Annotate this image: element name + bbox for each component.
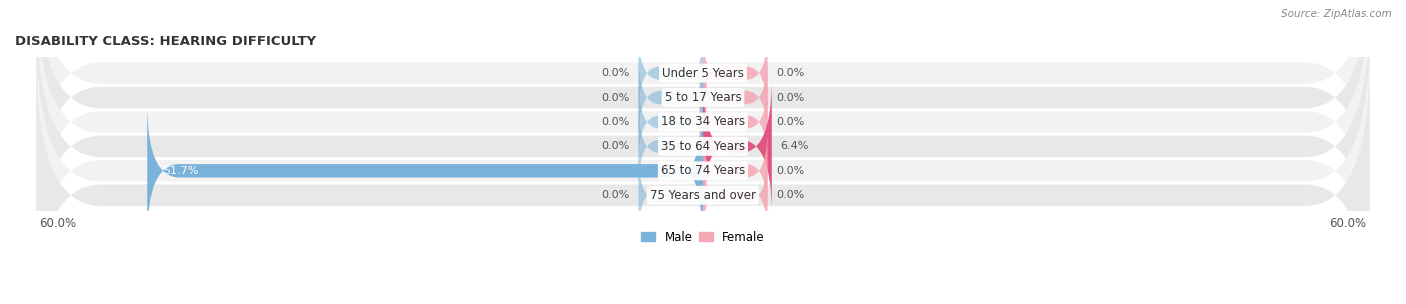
FancyBboxPatch shape xyxy=(638,55,703,140)
Text: 75 Years and over: 75 Years and over xyxy=(650,189,756,202)
FancyBboxPatch shape xyxy=(37,60,1369,304)
FancyBboxPatch shape xyxy=(37,11,1369,282)
Text: 0.0%: 0.0% xyxy=(602,141,630,151)
Text: 0.0%: 0.0% xyxy=(776,166,804,176)
FancyBboxPatch shape xyxy=(638,104,703,188)
FancyBboxPatch shape xyxy=(638,153,703,237)
Text: 65 to 74 Years: 65 to 74 Years xyxy=(661,164,745,177)
Text: 0.0%: 0.0% xyxy=(602,190,630,200)
FancyBboxPatch shape xyxy=(37,0,1369,258)
Text: 5 to 17 Years: 5 to 17 Years xyxy=(665,91,741,104)
FancyBboxPatch shape xyxy=(703,55,768,140)
Text: 0.0%: 0.0% xyxy=(602,68,630,78)
Text: 6.4%: 6.4% xyxy=(780,141,808,151)
FancyBboxPatch shape xyxy=(638,31,703,115)
Text: 51.7%: 51.7% xyxy=(163,166,198,176)
Text: DISABILITY CLASS: HEARING DIFFICULTY: DISABILITY CLASS: HEARING DIFFICULTY xyxy=(15,35,316,48)
Text: 0.0%: 0.0% xyxy=(776,92,804,102)
FancyBboxPatch shape xyxy=(703,80,768,164)
Text: Under 5 Years: Under 5 Years xyxy=(662,67,744,80)
FancyBboxPatch shape xyxy=(703,153,768,237)
FancyBboxPatch shape xyxy=(148,104,703,237)
FancyBboxPatch shape xyxy=(703,31,768,115)
FancyBboxPatch shape xyxy=(703,129,768,213)
FancyBboxPatch shape xyxy=(37,0,1369,233)
Text: 0.0%: 0.0% xyxy=(602,92,630,102)
FancyBboxPatch shape xyxy=(638,80,703,164)
Text: 0.0%: 0.0% xyxy=(776,68,804,78)
Text: 35 to 64 Years: 35 to 64 Years xyxy=(661,140,745,153)
Text: 0.0%: 0.0% xyxy=(776,117,804,127)
FancyBboxPatch shape xyxy=(703,80,772,213)
Legend: Male, Female: Male, Female xyxy=(637,226,769,248)
Text: 0.0%: 0.0% xyxy=(602,117,630,127)
Text: Source: ZipAtlas.com: Source: ZipAtlas.com xyxy=(1281,9,1392,19)
FancyBboxPatch shape xyxy=(37,35,1369,304)
Text: 18 to 34 Years: 18 to 34 Years xyxy=(661,116,745,129)
Text: 0.0%: 0.0% xyxy=(776,190,804,200)
FancyBboxPatch shape xyxy=(37,0,1369,209)
